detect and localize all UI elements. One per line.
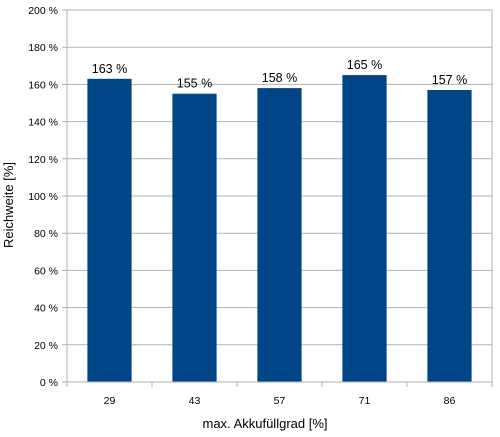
- bar-43: [172, 93, 217, 382]
- x-tick-label: 29: [104, 395, 116, 407]
- y-tick-label: 40 %: [34, 303, 58, 315]
- y-tick-label: 120 %: [28, 154, 58, 166]
- x-tick-label: 57: [274, 395, 286, 407]
- y-tick-label: 200 %: [28, 5, 58, 17]
- data-label-43: 155 %: [177, 77, 212, 91]
- data-label-57: 158 %: [262, 71, 297, 85]
- y-tick-label: 160 %: [28, 79, 58, 91]
- y-tick-label: 60 %: [34, 265, 58, 277]
- data-label-29: 163 %: [92, 62, 127, 76]
- y-tick-label: 0 %: [40, 377, 58, 389]
- bar-71: [342, 75, 387, 382]
- y-axis-label: Reichweite [%]: [1, 162, 16, 248]
- y-tick-label: 80 %: [34, 228, 58, 240]
- x-tick-label: 86: [444, 395, 456, 407]
- x-tick-label: 71: [359, 395, 371, 407]
- bar-86: [427, 89, 472, 382]
- bars: 163 % 155 % 158 % 165 % 157 %: [87, 58, 472, 383]
- data-label-71: 165 %: [347, 58, 382, 72]
- bar-29: [87, 78, 132, 382]
- y-tick-label: 100 %: [28, 191, 58, 203]
- y-axis-ticks: 0 % 20 % 40 % 60 % 80 % 100 % 120 % 140 % 160 % 1…: [28, 5, 67, 389]
- y-tick-label: 20 %: [34, 340, 58, 352]
- bar-57: [257, 88, 302, 383]
- x-tick-label: 43: [189, 395, 201, 407]
- x-axis-label: max. Akkufüllgrad [%]: [203, 416, 328, 431]
- data-label-86: 157 %: [432, 73, 467, 87]
- y-tick-label: 140 %: [28, 117, 58, 129]
- x-axis-ticks: 29 43 57 71 86: [66, 382, 493, 407]
- y-tick-label: 180 %: [28, 42, 58, 54]
